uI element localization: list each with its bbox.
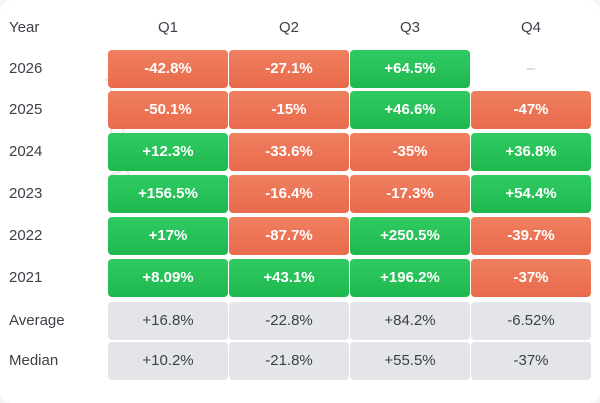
- row-label-2022: 2022: [9, 227, 43, 244]
- q2-column-header: Q2: [278, 19, 299, 36]
- cell-2026-q4: –: [526, 60, 536, 77]
- cell-2021-q2: +43.1%: [229, 259, 349, 297]
- cell-average-q2: -22.8%: [229, 302, 349, 340]
- cell-2023-q4: +54.4%: [471, 175, 591, 213]
- cell-median-q4: -37%: [471, 342, 591, 380]
- cell-2025-q1: -50.1%: [108, 91, 228, 129]
- cell-2022-q4: -39.7%: [471, 217, 591, 255]
- cell-2024-q2: -33.6%: [229, 133, 349, 171]
- cell-2024-q4: +36.8%: [471, 133, 591, 171]
- cell-2026-q3: +64.5%: [350, 50, 470, 88]
- cell-2021-q3: +196.2%: [350, 259, 470, 297]
- row-label-2025: 2025: [9, 101, 43, 118]
- cell-2022-q3: +250.5%: [350, 217, 470, 255]
- cell-median-q1: +10.2%: [108, 342, 228, 380]
- row-label-average: Average: [9, 312, 65, 329]
- cell-2026-q1: -42.8%: [108, 50, 228, 88]
- row-label-2021: 2021: [9, 269, 43, 286]
- q1-column-header: Q1: [157, 19, 178, 36]
- year-column-header: Year: [9, 19, 40, 36]
- cell-2021-q4: -37%: [471, 259, 591, 297]
- cell-2023-q2: -16.4%: [229, 175, 349, 213]
- cell-2022-q2: -87.7%: [229, 217, 349, 255]
- cell-average-q1: +16.8%: [108, 302, 228, 340]
- row-label-2023: 2023: [9, 185, 43, 202]
- row-label-2024: 2024: [9, 143, 43, 160]
- cell-2021-q1: +8.09%: [108, 259, 228, 297]
- cell-2025-q4: -47%: [471, 91, 591, 129]
- cell-2022-q1: +17%: [108, 217, 228, 255]
- cell-2024-q3: -35%: [350, 133, 470, 171]
- row-label-median: Median: [9, 352, 59, 369]
- cell-2023-q1: +156.5%: [108, 175, 228, 213]
- q3-column-header: Q3: [399, 19, 420, 36]
- cell-2024-q1: +12.3%: [108, 133, 228, 171]
- cell-average-q3: +84.2%: [350, 302, 470, 340]
- cell-median-q3: +55.5%: [350, 342, 470, 380]
- cell-2025-q2: -15%: [229, 91, 349, 129]
- cell-2026-q2: -27.1%: [229, 50, 349, 88]
- cell-median-q2: -21.8%: [229, 342, 349, 380]
- row-label-2026: 2026: [9, 60, 43, 77]
- q4-column-header: Q4: [520, 19, 541, 36]
- cell-average-q4: -6.52%: [471, 302, 591, 340]
- cell-2025-q3: +46.6%: [350, 91, 470, 129]
- cell-2023-q3: -17.3%: [350, 175, 470, 213]
